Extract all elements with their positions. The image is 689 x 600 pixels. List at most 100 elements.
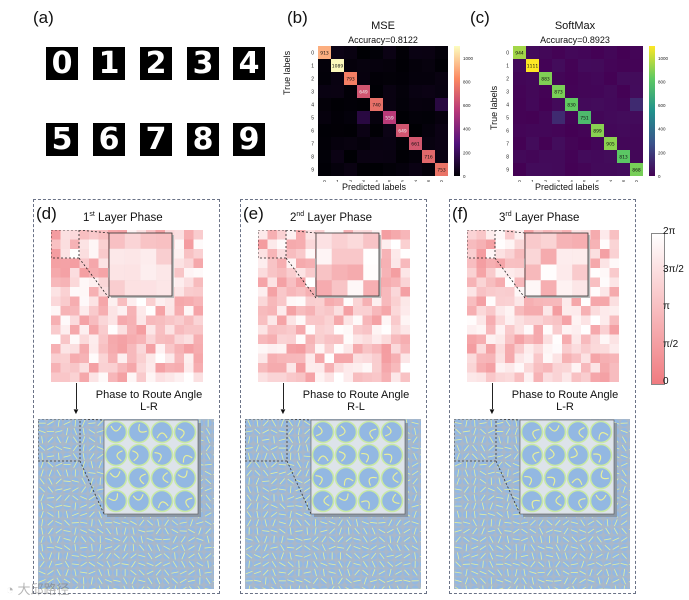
phase-inset-pixel: [156, 248, 173, 265]
phase-pixel: [324, 363, 335, 373]
phase-pixel: [400, 363, 410, 373]
cm-x-tick: 5: [388, 180, 391, 182]
phase-inset-pixel: [525, 248, 541, 265]
cm-cell: [435, 98, 448, 111]
phase-pixel: [533, 306, 544, 316]
cm-cell: [539, 46, 552, 59]
cm-cell: [318, 150, 331, 163]
cm-colorbar-tick: 400: [463, 127, 471, 132]
phase-pixel: [609, 277, 619, 288]
phase-pixel: [315, 334, 325, 345]
phase-pixel: [267, 325, 278, 335]
unit-cell-zoomed: [589, 420, 613, 444]
phase-pixel: [193, 344, 203, 354]
cm-diagonal-cell: [318, 46, 331, 59]
cm-cell: [565, 85, 578, 98]
cm-diagonal-cell: [370, 98, 383, 111]
phase-pixel: [571, 372, 582, 382]
cm-diagonal-cell: [630, 163, 643, 176]
cm-cell: [357, 98, 370, 111]
phase-pixel: [296, 230, 306, 240]
unit-cell: [154, 585, 162, 589]
unit-cell: [419, 545, 421, 551]
cm-cell: [578, 163, 591, 176]
cm-x-tick: 0: [518, 180, 521, 182]
cm-cell: [617, 72, 630, 85]
digit-image-6: 6: [93, 123, 125, 156]
phase-pixel: [543, 306, 553, 316]
cm-cell: [565, 46, 578, 59]
cm-cell: [344, 98, 357, 111]
phase-pixel: [581, 315, 591, 326]
phase-pixel: [79, 353, 90, 364]
phase-pixel: [543, 363, 553, 373]
phase-pixel: [315, 353, 325, 364]
phase-pixel: [495, 277, 506, 288]
phase-inset-pixel: [363, 248, 380, 265]
phase-pixel: [543, 315, 553, 326]
phase-pixel: [108, 296, 118, 307]
phase-inset-pixel: [540, 233, 557, 249]
layer-panel-label: (d): [36, 204, 57, 223]
phase-pixel: [277, 249, 287, 259]
cm-colorbar-tick: 800: [658, 79, 666, 84]
layer-panel-2: [240, 199, 427, 594]
unit-cell: [419, 553, 421, 559]
phase-pixel: [600, 363, 610, 373]
phase-pixel: [70, 296, 80, 307]
phase-pixel: [296, 344, 306, 354]
cm-y-tick: 3: [506, 90, 509, 96]
mse-title: MSE: [371, 20, 395, 32]
cm-value-label: 1111: [527, 64, 539, 70]
cm-cell: [331, 46, 344, 59]
phase-pixel: [165, 344, 175, 354]
metasurface-array: [245, 419, 421, 589]
phase-pixel: [514, 268, 525, 278]
phase-pixel: [476, 344, 487, 354]
phase-pixel: [391, 230, 401, 240]
phase-pixel: [98, 306, 109, 316]
cm-cell: [513, 124, 526, 137]
phase-pixel: [495, 296, 506, 307]
unit-cell: [212, 437, 214, 443]
phase-pixel: [543, 372, 553, 382]
cm-cell: [318, 85, 331, 98]
cm-cell: [318, 98, 331, 111]
mse-confusion-matrix: 9131089793649740559649661716753001122334…: [311, 46, 474, 182]
phase-pixel: [286, 230, 297, 240]
phase-pixel: [505, 296, 515, 307]
unit-cell-zoomed: [104, 443, 128, 467]
phase-pixel: [543, 344, 553, 354]
phase-pixel: [467, 306, 477, 316]
cm-value-label: 883: [541, 77, 550, 83]
phase-pixel: [258, 277, 268, 288]
cm-cell: [526, 46, 539, 59]
phase-pixel: [476, 249, 487, 259]
cm-colorbar: [649, 46, 655, 176]
cm-value-label: 649: [359, 90, 368, 96]
phase-pixel: [581, 372, 591, 382]
cm-x-tick: 8: [427, 180, 430, 182]
phase-pixel: [543, 296, 553, 307]
phase-pixel: [381, 353, 392, 364]
phase-pixel: [476, 296, 487, 307]
phase-inset-pixel: [572, 248, 589, 265]
cm-cell: [409, 111, 422, 124]
phase-pixel: [89, 268, 99, 278]
cm-diagonal-cell: [604, 137, 617, 150]
phase-pixel: [305, 325, 316, 335]
phase-pixel: [324, 296, 335, 307]
phase-pixel: [600, 353, 610, 364]
phase-pixel: [117, 363, 128, 373]
phase-pixel: [381, 287, 392, 297]
phase-pixel: [184, 344, 194, 354]
cm-cell: [565, 137, 578, 150]
cm-cell: [565, 111, 578, 124]
phase-pixel: [343, 296, 354, 307]
phase-pixel: [533, 325, 544, 335]
phase-pixel: [305, 372, 316, 382]
phase-pixel: [486, 315, 496, 326]
phase-pixel: [562, 344, 572, 354]
unit-cell-zoomed: [311, 420, 335, 444]
down-arrow-icon: ▼: [72, 383, 80, 419]
